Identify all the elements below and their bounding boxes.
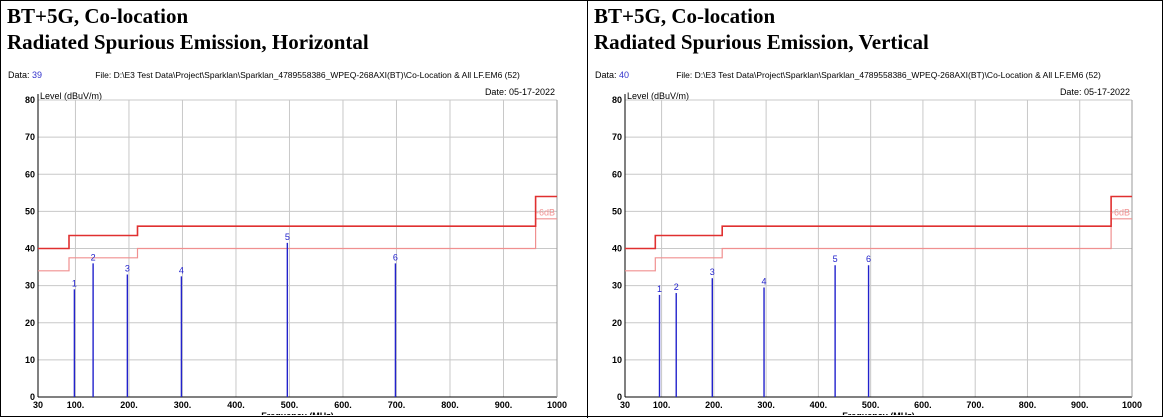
data-number: 40 [619, 70, 629, 80]
x-tick-label: 600. [334, 400, 352, 410]
limit-line [38, 195, 557, 250]
y-tick-label: 30 [612, 281, 622, 291]
y-tick-label: 40 [612, 244, 622, 254]
marker-label: 5 [285, 232, 290, 242]
x-tick-label: 900. [495, 400, 513, 410]
y-tick-label: 0 [617, 392, 622, 402]
x-tick-label: 800. [441, 400, 459, 410]
x-tick-label: 600. [914, 400, 932, 410]
x-tick-label: 100. [653, 400, 671, 410]
x-tick-label: 200. [705, 400, 723, 410]
x-tick-label: 500. [862, 400, 880, 410]
panel-title-line2: Radiated Spurious Emission, Horizontal [7, 30, 369, 54]
y-tick-label: 20 [612, 318, 622, 328]
panel-vertical: BT+5G, Co-location Radiated Spurious Emi… [588, 1, 1163, 418]
x-tick-label: 900. [1071, 400, 1089, 410]
panel-horizontal: BT+5G, Co-location Radiated Spurious Emi… [1, 1, 588, 418]
data-number: 39 [32, 70, 42, 80]
marker-label: 6 [866, 254, 871, 264]
x-axis-label: Frequency (MHz) [261, 411, 334, 415]
y-tick-label: 60 [25, 169, 35, 179]
panel-title: BT+5G, Co-location Radiated Spurious Emi… [594, 3, 929, 55]
margin-label: -6dB [536, 207, 555, 217]
x-tick-label: 800. [1019, 400, 1037, 410]
x-tick-label: 400. [810, 400, 828, 410]
marker-label: 3 [125, 263, 130, 273]
file-label: File: D:\E3 Test Data\Project\Sparklan\S… [95, 70, 520, 80]
y-tick-label: 20 [25, 318, 35, 328]
x-tick-label: 400. [227, 400, 245, 410]
x-tick-label: 300. [174, 400, 192, 410]
emission-chart-horizontal: Data: 39 File: D:\E3 Test Data\Project\Sp… [8, 70, 567, 415]
data-label: Data: 39 [8, 70, 42, 80]
emission-plot-horizontal: Data: 39 File: D:\E3 Test Data\Project\Sp… [2, 69, 586, 415]
y-tick-label: 70 [25, 132, 35, 142]
y-axis-label: Level (dBuV/m) [40, 91, 102, 101]
x-tick-label: 500. [281, 400, 299, 410]
panel-title-line1: BT+5G, Co-location [594, 4, 776, 28]
y-tick-label: 60 [612, 169, 622, 179]
data-label: Data: 40 [595, 70, 629, 80]
x-tick-label: 1000 [547, 400, 567, 410]
x-tick-label: 700. [966, 400, 984, 410]
y-tick-label: 10 [612, 355, 622, 365]
date-label: Date: 05-17-2022 [1060, 87, 1130, 97]
emission-chart-vertical: Data: 40 File: D:\E3 Test Data\Project\Sp… [595, 70, 1142, 415]
marker-label: 2 [91, 252, 96, 262]
marker-label: 1 [72, 278, 77, 288]
marker-label: 6 [393, 252, 398, 262]
marker-label: 5 [833, 254, 838, 264]
panel-title-line2: Radiated Spurious Emission, Vertical [594, 30, 929, 54]
panel-title: BT+5G, Co-location Radiated Spurious Emi… [7, 3, 369, 55]
marker-label: 2 [674, 282, 679, 292]
y-tick-label: 40 [25, 244, 35, 254]
y-tick-label: 70 [612, 132, 622, 142]
y-tick-label: 80 [25, 95, 35, 105]
y-axis-label: Level (dBuV/m) [627, 91, 689, 101]
x-tick-label: 700. [388, 400, 406, 410]
x-tick-label: 300. [757, 400, 775, 410]
x-tick-label: 100. [67, 400, 85, 410]
limit-line [625, 195, 1132, 250]
marker-label: 1 [657, 284, 662, 294]
marker-label: 4 [179, 265, 184, 275]
x-tick-label: 1000 [1122, 400, 1142, 410]
data-label-text: Data: [8, 70, 32, 80]
marker-label: 4 [762, 276, 767, 286]
y-tick-label: 50 [612, 206, 622, 216]
data-label-text: Data: [595, 70, 619, 80]
date-label: Date: 05-17-2022 [485, 87, 555, 97]
x-tick-label: 30 [33, 400, 43, 410]
x-axis-label: Frequency (MHz) [842, 411, 915, 415]
y-tick-label: 30 [25, 281, 35, 291]
margin-label: -6dB [1111, 207, 1130, 217]
y-tick-label: 10 [25, 355, 35, 365]
marker-label: 3 [710, 267, 715, 277]
x-tick-label: 30 [620, 400, 630, 410]
file-label: File: D:\E3 Test Data\Project\Sparklan\S… [676, 70, 1101, 80]
y-tick-label: 80 [612, 95, 622, 105]
panel-title-line1: BT+5G, Co-location [7, 4, 189, 28]
y-tick-label: 50 [25, 206, 35, 216]
x-tick-label: 200. [120, 400, 138, 410]
y-tick-label: 0 [30, 392, 35, 402]
emission-plot-vertical: Data: 40 File: D:\E3 Test Data\Project\Sp… [589, 69, 1161, 415]
